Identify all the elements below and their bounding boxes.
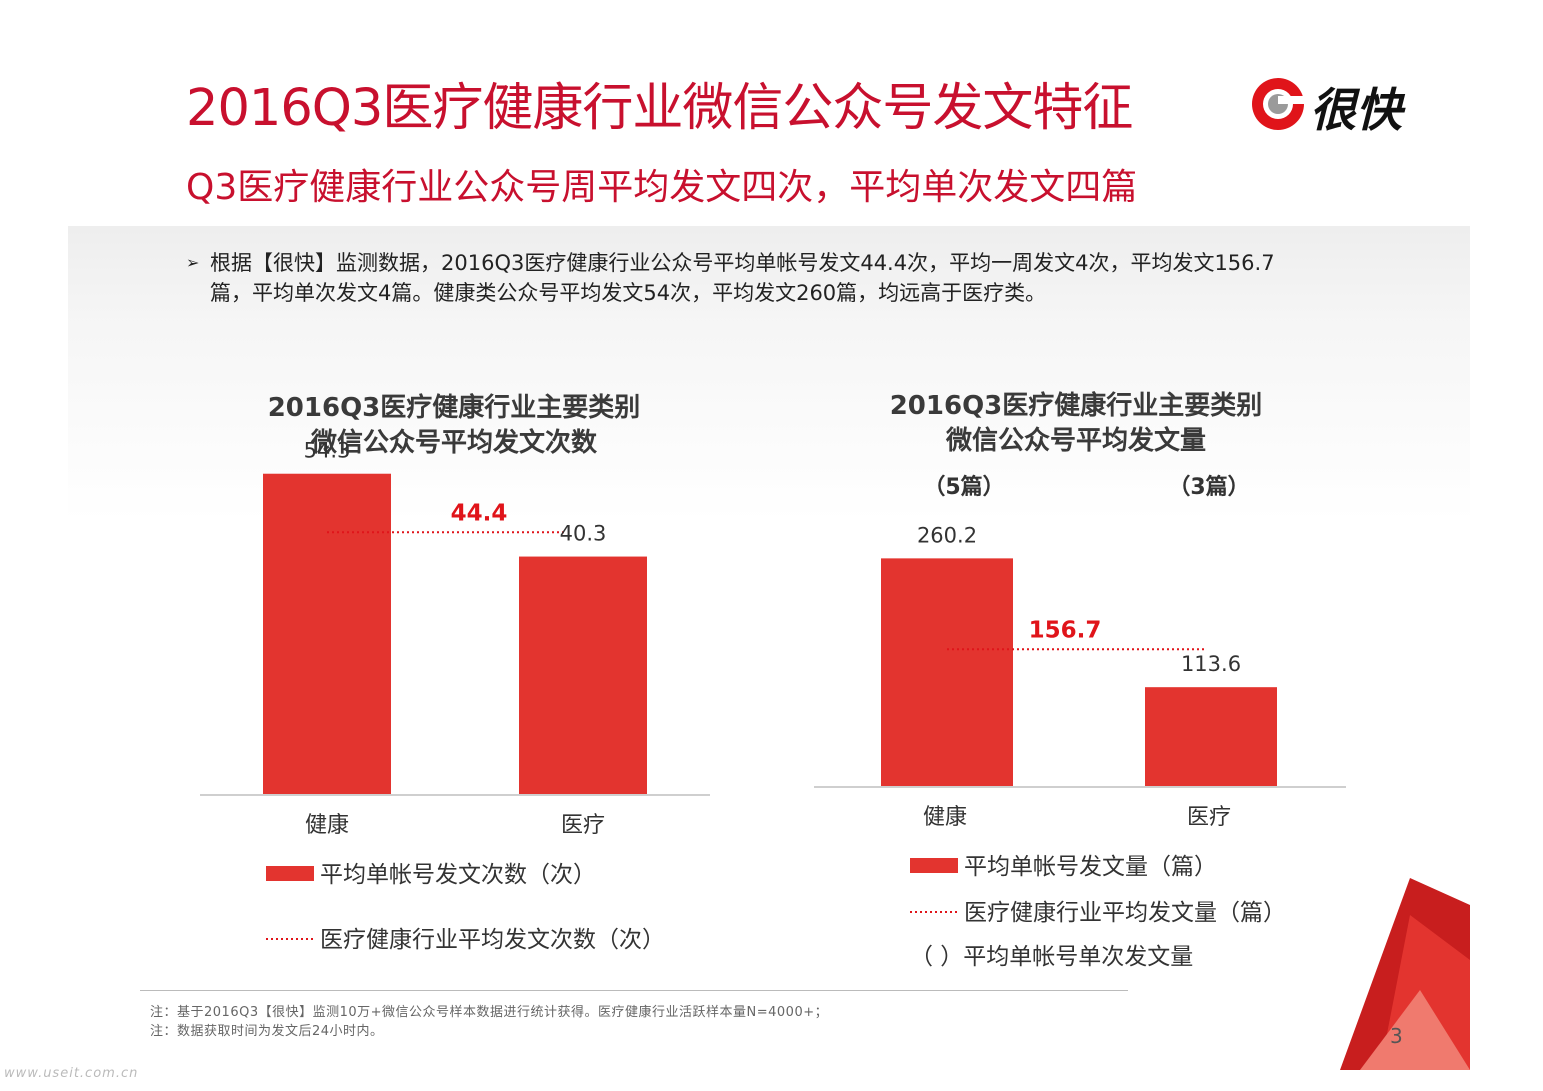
chart-1-title-line-1: 2016Q3医疗健康行业主要类别 — [268, 392, 641, 423]
chart-2-value-label-yiliao: 113.6 — [1181, 652, 1241, 676]
footer-divider — [140, 990, 1128, 991]
chart-2-average-label: 156.7 — [1029, 617, 1102, 643]
footnote: 注：基于2016Q3【很快】监测10万+微信公众号样本数据进行统计获得。医疗健康… — [150, 1003, 828, 1041]
chart-2-category-jiankang: 健康 — [923, 805, 967, 830]
chart-2-sub-label-yiliao: （3篇） — [1168, 474, 1249, 500]
watermark: www.useit.com.cn — [4, 1066, 139, 1081]
bullet-arrow-icon: ➢ — [186, 253, 200, 272]
chart-1-legend-bar-label: 平均单帐号发文次数（次） — [320, 862, 596, 888]
logo-text: 很快 — [1310, 83, 1402, 137]
footnote-line-1: 注：基于2016Q3【很快】监测10万+微信公众号样本数据进行统计获得。医疗健康… — [150, 1005, 829, 1020]
chart-2-category-yiliao: 医疗 — [1187, 805, 1231, 830]
chart-2-bar-yiliao — [1145, 687, 1277, 787]
chart-2-legend-bar-label: 平均单帐号发文量（篇） — [964, 854, 1217, 880]
footnote-line-2: 注：数据获取时间为发文后24小时内。 — [150, 1024, 384, 1039]
chart-1-bar-yiliao — [519, 556, 647, 795]
chart-2-legend-paren-label: （ ）平均单帐号单次发文量 — [910, 944, 1193, 970]
page-subtitle: Q3医疗健康行业公众号周平均发文四次，平均单次发文四篇 — [186, 167, 1138, 208]
chart-2-title-line-1: 2016Q3医疗健康行业主要类别 — [890, 390, 1263, 421]
chart-2-sub-label-jiankang: （5篇） — [923, 474, 1004, 500]
chart-1-value-label-yiliao: 40.3 — [560, 522, 607, 546]
summary-line-1: 根据【很快】监测数据，2016Q3医疗健康行业公众号平均单帐号发文44.4次，平… — [210, 251, 1275, 275]
chart-1-bar-jiankang — [263, 473, 391, 795]
chart-2-title-line-2: 微信公众号平均发文量 — [945, 425, 1206, 456]
chart-2-legend-line-label: 医疗健康行业平均发文量（篇） — [964, 900, 1286, 926]
brand-logo: 很快 — [1250, 74, 1435, 137]
chart-1-category-jiankang: 健康 — [305, 813, 349, 838]
chart-1-value-label-jiankang: 54.3 — [304, 439, 351, 463]
chart-article-volume: 2016Q3医疗健康行业主要类别 微信公众号平均发文量 （5篇） （3篇） 26… — [814, 390, 1346, 970]
chart-1-average-label: 44.4 — [451, 500, 508, 526]
deco-triangle-front — [1360, 990, 1470, 1070]
logo-mark-icon — [1252, 78, 1308, 130]
chart-1-title-line-2: 微信公众号平均发文次数 — [310, 427, 598, 458]
chart-1-legend-line-label: 医疗健康行业平均发文次数（次） — [320, 927, 665, 953]
chart-post-count: 2016Q3医疗健康行业主要类别 微信公众号平均发文次数 54.3 40.3 4… — [200, 392, 710, 953]
chart-2-legend-bar-swatch — [910, 858, 958, 873]
chart-2-bar-jiankang — [881, 558, 1013, 787]
summary-line-2: 篇，平均单次发文4篇。健康类公众号平均发文54次，平均发文260篇，均远高于医疗… — [210, 281, 1047, 305]
chart-1-legend-bar-swatch — [266, 866, 314, 881]
decorative-triangles — [1340, 878, 1470, 1070]
chart-1-category-yiliao: 医疗 — [561, 813, 605, 838]
page-title: 2016Q3医疗健康行业微信公众号发文特征 — [186, 79, 1133, 138]
chart-2-value-label-jiankang: 260.2 — [917, 523, 977, 547]
page-number: 3 — [1390, 1024, 1403, 1048]
